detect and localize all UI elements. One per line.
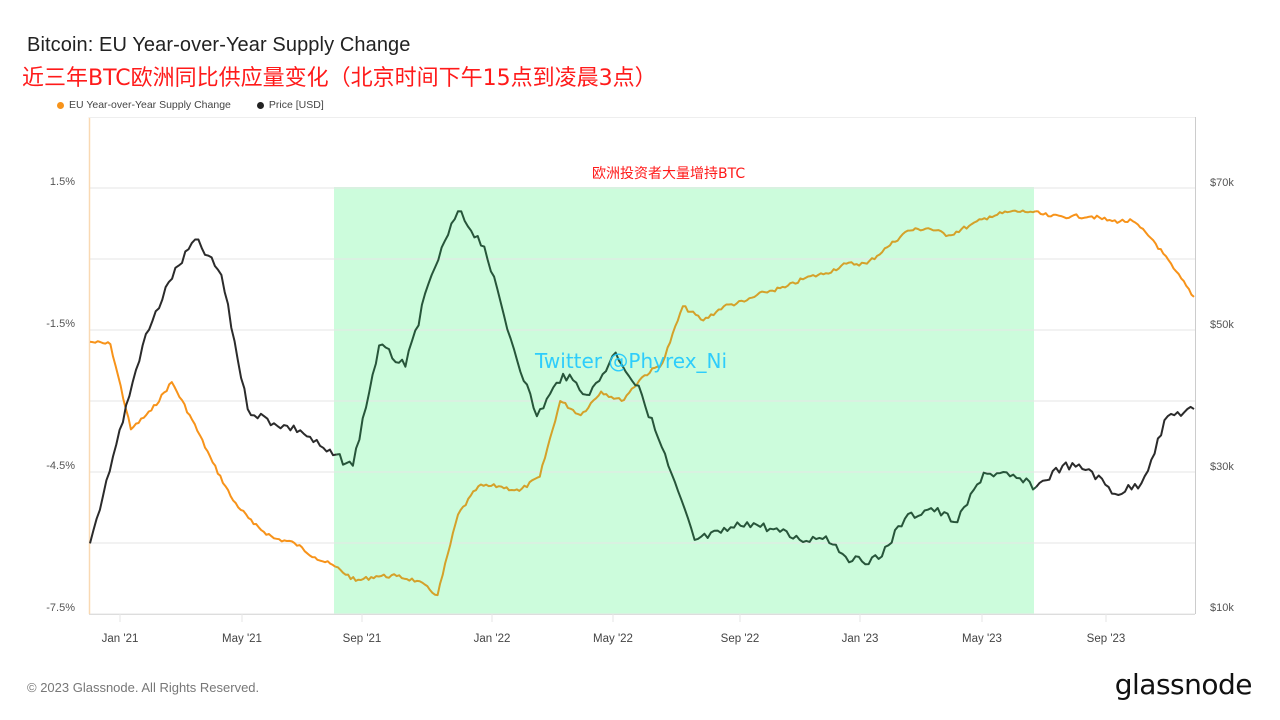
x-tick-label: May '21 — [222, 633, 262, 645]
x-tick-label: Jan '21 — [101, 633, 139, 645]
y-right-tick: $50k — [1210, 319, 1234, 331]
y-right-tick: $70k — [1210, 177, 1234, 189]
x-tick-marks — [119, 614, 1107, 622]
x-tick-label: Sep '22 — [720, 633, 760, 645]
highlight-label: 欧洲投资者大量增持BTC — [592, 166, 746, 182]
legend: EU Year-over-Year Supply Change Price [U… — [57, 99, 324, 111]
chart-subtitle: 近三年BTC欧洲同比供应量变化（北京时间下午15点到凌晨3点） — [22, 66, 657, 91]
x-tick-label: Jan '22 — [473, 633, 511, 645]
x-tick-label: May '22 — [593, 633, 633, 645]
y-right-tick: $30k — [1210, 461, 1234, 473]
y-left-tick: 1.5% — [49, 176, 75, 188]
y-left-tick: -7.5% — [46, 602, 75, 614]
y-left-tick: -4.5% — [46, 460, 75, 472]
orange-dot-icon — [57, 101, 64, 109]
glassnode-logo[interactable]: glassnode — [1114, 668, 1253, 701]
x-tick-label: Sep '21 — [342, 633, 382, 645]
watermark: Twitter @Phyrex_Ni — [535, 349, 728, 373]
black-dot-icon — [256, 101, 264, 109]
legend-label: EU Year-over-Year Supply Change — [69, 99, 231, 111]
series-lines — [89, 209, 1195, 597]
legend-item-supply-change[interactable]: EU Year-over-Year Supply Change — [57, 99, 231, 111]
copyright-text: © 2023 Glassnode. All Rights Reserved. — [27, 680, 260, 695]
x-tick-label: Sep '23 — [1086, 633, 1126, 645]
legend-item-price[interactable]: Price [USD] — [256, 99, 324, 111]
y-right-tick: $10k — [1210, 602, 1234, 614]
y-left-tick: -1.5% — [46, 318, 75, 330]
x-tick-label: Jan '23 — [841, 633, 879, 645]
chart-title: Bitcoin: EU Year-over-Year Supply Change — [27, 34, 411, 56]
legend-label: Price [USD] — [268, 99, 324, 111]
x-tick-label: May '23 — [962, 633, 1002, 645]
